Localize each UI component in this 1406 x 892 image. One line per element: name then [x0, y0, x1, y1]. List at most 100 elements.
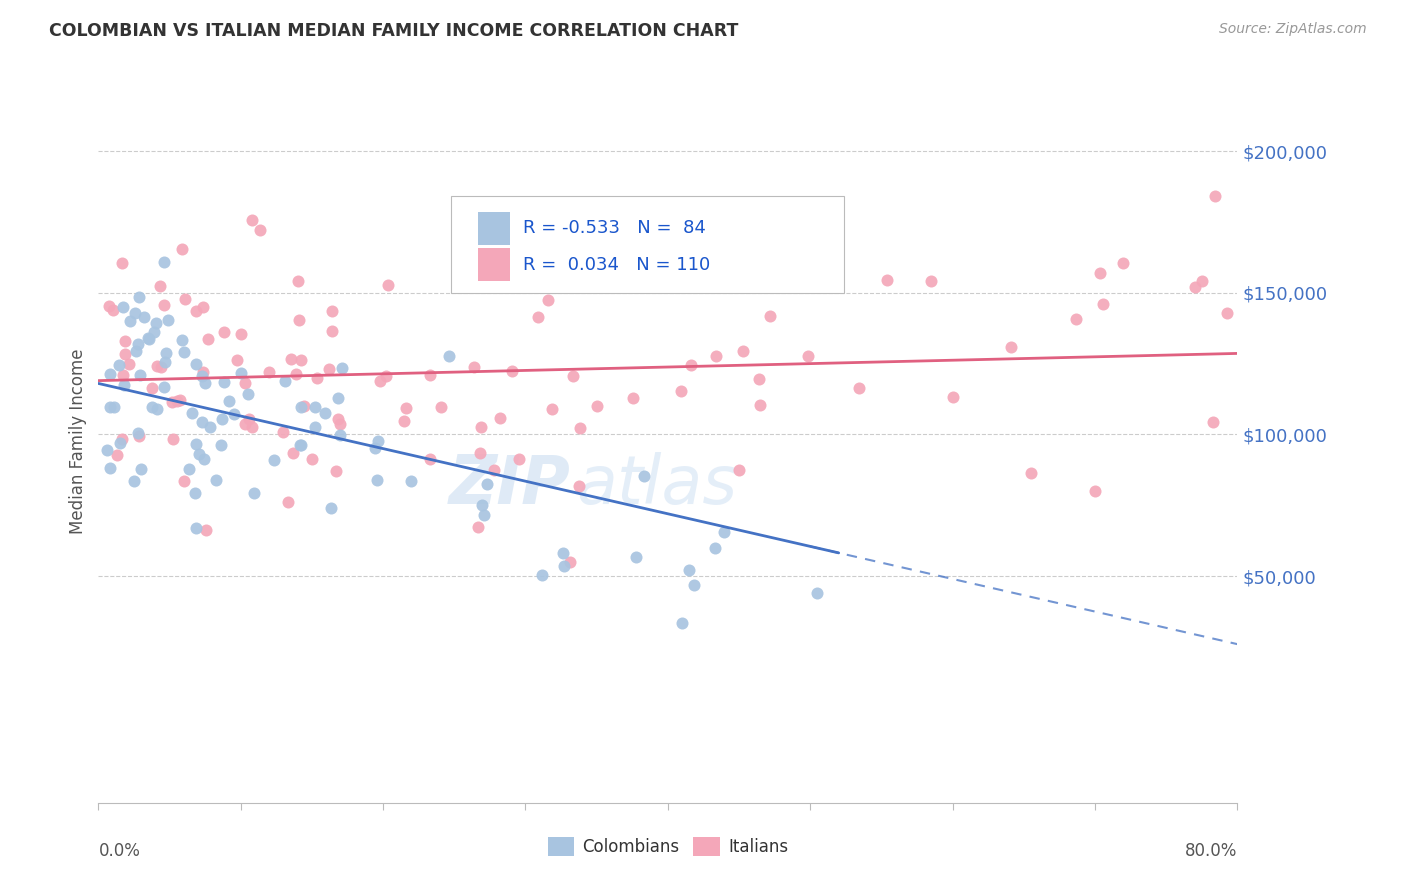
Point	[101, 303, 124, 318]
Point	[132, 310, 155, 325]
Point	[942, 390, 965, 404]
Point	[229, 326, 252, 341]
Point	[129, 368, 152, 382]
Point	[561, 368, 583, 383]
Point	[748, 372, 770, 386]
Point	[624, 549, 647, 564]
Point	[200, 419, 222, 434]
Point	[470, 419, 492, 434]
Point	[304, 420, 326, 434]
Y-axis label: Median Family Income: Median Family Income	[69, 349, 87, 534]
Point	[706, 349, 728, 363]
Point	[179, 461, 201, 475]
Point	[364, 442, 387, 456]
Point	[517, 260, 540, 275]
Point	[292, 399, 315, 413]
Point	[162, 433, 184, 447]
Point	[304, 400, 326, 414]
Point	[568, 421, 591, 435]
Point	[621, 391, 644, 405]
Point	[191, 415, 214, 429]
Point	[419, 368, 441, 382]
Point	[527, 310, 550, 325]
Point	[703, 541, 725, 555]
Point	[806, 586, 828, 600]
Point	[1019, 466, 1042, 480]
Point	[671, 615, 693, 630]
Point	[162, 394, 184, 409]
Point	[679, 359, 702, 373]
Point	[205, 473, 228, 487]
Point	[508, 452, 530, 467]
Point	[326, 391, 349, 405]
Point	[1090, 265, 1112, 279]
Point	[110, 432, 132, 446]
Point	[429, 401, 451, 415]
Point	[290, 352, 312, 367]
Point	[111, 300, 134, 314]
Point	[472, 508, 495, 523]
Point	[118, 314, 141, 328]
Point	[392, 414, 415, 428]
Point	[290, 401, 312, 415]
Point	[142, 325, 165, 339]
Point	[1084, 484, 1107, 499]
Text: R =  0.034   N = 110: R = 0.034 N = 110	[523, 255, 710, 274]
Point	[643, 251, 665, 265]
Point	[218, 394, 240, 409]
Point	[146, 402, 169, 417]
Point	[1112, 256, 1135, 270]
Point	[243, 486, 266, 500]
Point	[301, 452, 323, 467]
Point	[285, 367, 308, 381]
Point	[193, 376, 215, 390]
Point	[238, 386, 260, 401]
Point	[277, 495, 299, 509]
Point	[146, 359, 169, 373]
Point	[501, 364, 523, 378]
Point	[325, 464, 347, 478]
Point	[191, 366, 214, 380]
Point	[537, 293, 560, 307]
Point	[551, 545, 574, 559]
Point	[150, 360, 173, 375]
Point	[749, 398, 772, 412]
Point	[188, 447, 211, 461]
Point	[127, 336, 149, 351]
Point	[152, 255, 174, 269]
Point	[328, 412, 350, 426]
Point	[1064, 312, 1087, 326]
Point	[98, 368, 121, 382]
Point	[678, 563, 700, 577]
Point	[733, 343, 755, 358]
Point	[166, 393, 188, 408]
Point	[127, 425, 149, 440]
Text: R = -0.533   N =  84: R = -0.533 N = 84	[523, 219, 706, 237]
Point	[212, 325, 235, 339]
Point	[1202, 415, 1225, 429]
Point	[157, 312, 180, 326]
Point	[103, 400, 125, 414]
Point	[238, 411, 260, 425]
Point	[876, 273, 898, 287]
Point	[463, 359, 485, 374]
Point	[1091, 296, 1114, 310]
Point	[290, 438, 312, 452]
Point	[173, 293, 195, 307]
Point	[155, 345, 177, 359]
Point	[172, 333, 194, 347]
Point	[149, 278, 172, 293]
Point	[307, 371, 329, 385]
Legend: Colombians, Italians: Colombians, Italians	[541, 830, 794, 863]
Point	[314, 406, 336, 420]
Point	[197, 333, 219, 347]
Point	[419, 452, 441, 467]
Point	[319, 500, 342, 515]
Point	[122, 474, 145, 488]
Point	[173, 474, 195, 488]
Point	[797, 349, 820, 363]
Point	[280, 352, 302, 367]
Point	[114, 347, 136, 361]
Point	[98, 299, 121, 313]
Point	[437, 349, 460, 363]
